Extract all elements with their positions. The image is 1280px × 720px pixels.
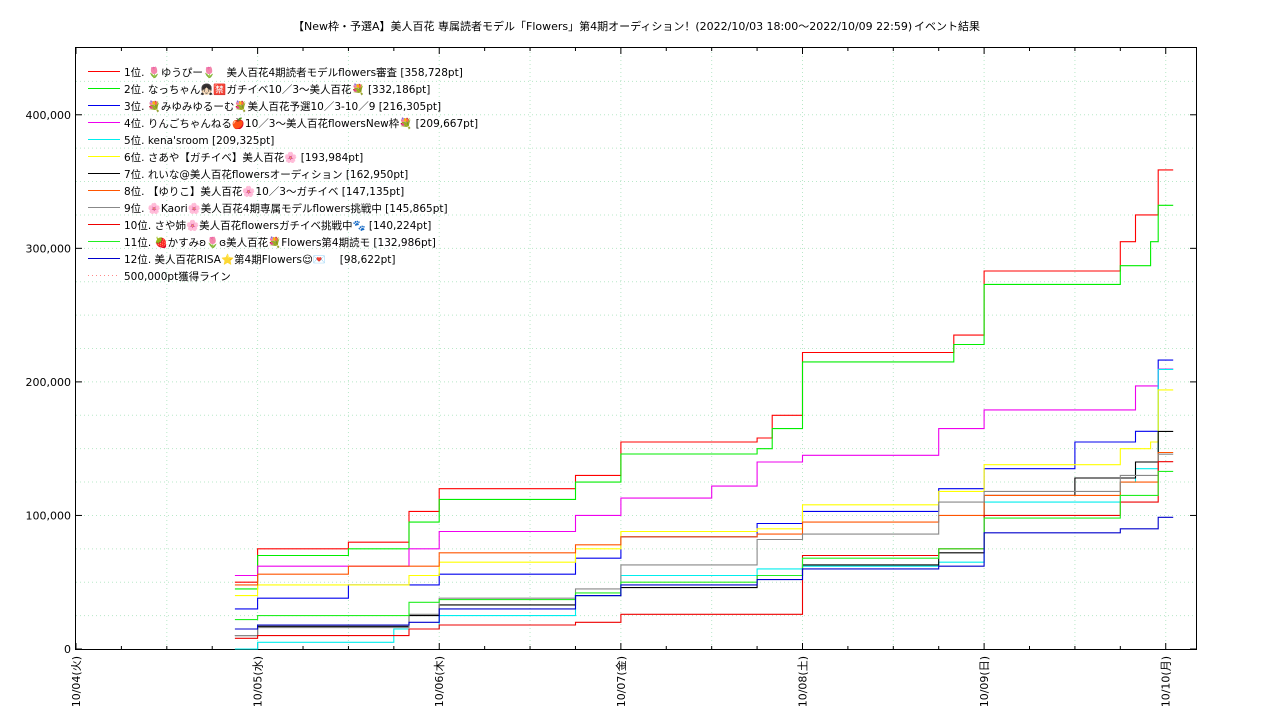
x-tick-label: 10/06(木) (433, 656, 446, 707)
series-line-12 (234, 516, 1174, 630)
legend-label-3: 3位. 💐みゆみゆるーむ💐美人百花予選10／3-10／9 [216,305pt] (124, 100, 441, 113)
plot-frame (75, 47, 1197, 650)
chart-title: 【New枠・予選A】美人百花 専属読者モデル「Flowers」第4期オーディショ… (293, 19, 980, 33)
series-line-6 (234, 389, 1174, 597)
x-tick-label-group: 10/05(水) (252, 656, 265, 707)
axes-layer: 0 100,000 200,000 300,000 400,000 10/04(火) 10/… (26, 48, 1196, 707)
chart-title-suffix: イベント結果 (914, 19, 980, 33)
y-tick-label: 0 (64, 643, 71, 656)
legend-label-9: 9位. 🌸Kaori🌸美人百花4期専属モデルflowers挑戦中 [145,86… (124, 202, 448, 215)
legend-label-4: 4位. りんごちゃんねる🍎10／3〜美人百花flowersNew枠💐 [209,… (124, 117, 478, 130)
x-tick-label-group: 10/06(木) (433, 656, 446, 707)
series-line-8 (234, 451, 1174, 586)
y-tick-label: 300,000 (26, 242, 72, 255)
x-tick-label: 10/05(水) (252, 656, 265, 707)
legend-label-1: 1位. 🌷ゆうぴー🌷 美人百花4期読者モデルflowers審査 [358,728… (124, 66, 463, 79)
legend-label-2: 2位. なっちゃん👧🏻🈲ガチイベ10／3〜美人百花💐 [332,186pt] (124, 83, 430, 96)
x-tick-label-group: 10/08(土) (796, 656, 809, 707)
legend-label-5: 5位. kena'sroom [209,325pt] (124, 134, 274, 147)
x-tick-label-group: 10/07(金) (614, 656, 628, 707)
legend-label-6: 6位. さあや【ガチイベ】美人百花🌸 [193,984pt] (124, 151, 363, 164)
y-tick-label: 100,000 (26, 509, 72, 522)
x-tick-label: 10/09(日) (978, 656, 991, 707)
x-tick-label: 10/04(火) (70, 656, 83, 707)
x-tick-label-group: 10/04(火) (70, 656, 83, 707)
x-tick-label: 10/10(月) (1160, 656, 1173, 707)
legend-label-7: 7位. れいな@美人百花flowersオーディション [162,950pt] (124, 168, 408, 181)
series-line-1 (234, 169, 1174, 583)
x-tick-label-group: 10/09(日) (978, 656, 991, 707)
x-tick-label: 10/08(土) (796, 656, 809, 707)
y-tick-label: 400,000 (26, 109, 72, 122)
legend: 1位. 🌷ゆうぴー🌷 美人百花4期読者モデルflowers審査 [358,728… (88, 66, 478, 283)
legend-label-8: 8位. 【ゆりこ】美人百花🌸10／3〜ガチイベ [147,135pt] (124, 185, 404, 198)
series-line-4 (234, 368, 1174, 577)
series-line-7 (234, 430, 1174, 637)
series-line-3 (234, 359, 1174, 610)
chart-title-text: 【New枠・予選A】美人百花 専属読者モデル「Flowers」第4期オーディショ… (293, 19, 912, 33)
series-layer (234, 169, 1174, 650)
series-line-11 (234, 470, 1174, 621)
x-tick-label-group: 10/10(月) (1160, 656, 1173, 707)
series-line-10 (234, 461, 1174, 639)
legend-label-11: 11位. 🍓かすみʚ🌷ɞ美人百花💐Flowers第4期読モ [132,986pt… (124, 236, 436, 249)
legend-label-reference: 500,000pt獲得ライン (124, 270, 231, 283)
x-tick-label: 10/07(金) (614, 656, 628, 707)
series-line-5 (234, 368, 1174, 650)
series-line-2 (234, 204, 1174, 590)
y-tick-label: 200,000 (26, 376, 72, 389)
series-line-9 (234, 453, 1174, 637)
legend-label-12: 12位. 美人百花RISA⭐第4期Flowers😌💌 [98,622pt] (124, 253, 396, 266)
legend-label-10: 10位. さや姉🌸美人百花flowersガチイベ挑戦中🐾 [140,224pt] (124, 219, 431, 232)
